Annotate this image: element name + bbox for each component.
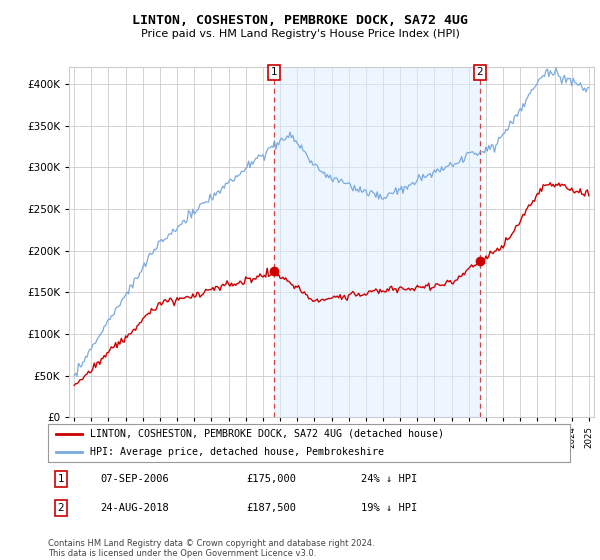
Text: 24-AUG-2018: 24-AUG-2018 <box>100 503 169 513</box>
Text: 1: 1 <box>58 474 64 484</box>
Text: 24% ↓ HPI: 24% ↓ HPI <box>361 474 418 484</box>
Text: Price paid vs. HM Land Registry's House Price Index (HPI): Price paid vs. HM Land Registry's House … <box>140 29 460 39</box>
Text: HPI: Average price, detached house, Pembrokeshire: HPI: Average price, detached house, Pemb… <box>90 447 384 458</box>
Text: 1: 1 <box>271 67 278 77</box>
Text: 2: 2 <box>58 503 64 513</box>
Text: £175,000: £175,000 <box>247 474 296 484</box>
Text: 19% ↓ HPI: 19% ↓ HPI <box>361 503 418 513</box>
Text: LINTON, COSHESTON, PEMBROKE DOCK, SA72 4UG (detached house): LINTON, COSHESTON, PEMBROKE DOCK, SA72 4… <box>90 429 444 439</box>
Bar <box>274 67 480 417</box>
Text: Contains HM Land Registry data © Crown copyright and database right 2024.
This d: Contains HM Land Registry data © Crown c… <box>48 539 374 558</box>
Text: 07-SEP-2006: 07-SEP-2006 <box>100 474 169 484</box>
Text: LINTON, COSHESTON, PEMBROKE DOCK, SA72 4UG: LINTON, COSHESTON, PEMBROKE DOCK, SA72 4… <box>132 14 468 27</box>
Text: 2: 2 <box>476 67 483 77</box>
Text: £187,500: £187,500 <box>247 503 296 513</box>
